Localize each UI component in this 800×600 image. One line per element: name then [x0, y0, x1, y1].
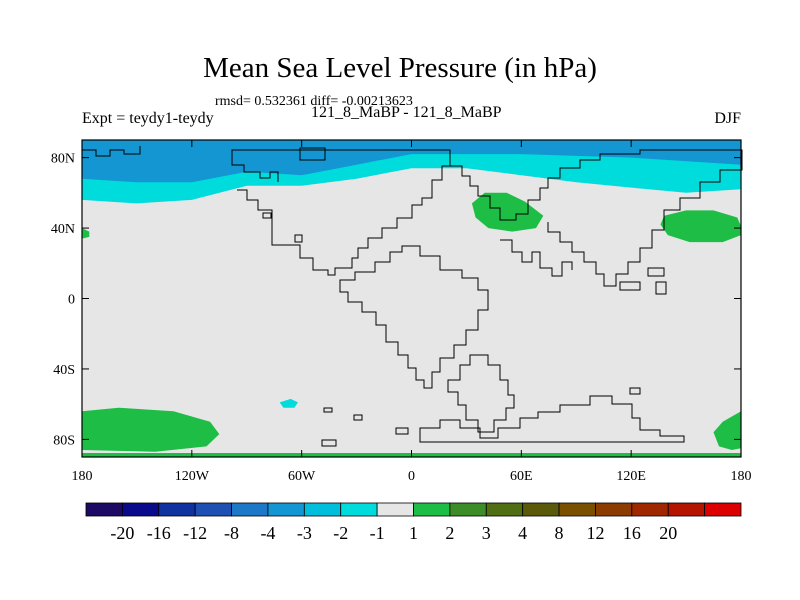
region-atlantic-edge-1-to-2: [82, 228, 90, 239]
map-layer: [82, 140, 741, 457]
experiment-label: Expt = teydy1-teydy: [82, 110, 214, 127]
region-antarctic-east-1-to-2: [713, 411, 741, 450]
region-antarctic-pacific-1-to-2: [82, 407, 220, 452]
coastline-africa: [447, 354, 515, 433]
colorbar-swatch: [522, 502, 560, 517]
colorbar-label: 1: [409, 523, 418, 543]
colorbar-label: 20: [659, 523, 677, 543]
comparison-label: 121_8_MaBP - 121_8_MaBP: [311, 104, 502, 121]
colorbar-swatch: [121, 502, 160, 517]
colorbar-swatch: [340, 502, 378, 517]
x-tick-label: 60E: [510, 469, 533, 484]
y-tick-label: 40N: [51, 222, 75, 237]
x-tick-label: 0: [408, 469, 415, 484]
colorbar-swatch: [485, 502, 524, 517]
coastline-australia: [419, 395, 685, 443]
colorbar-swatch: [631, 502, 669, 517]
colorbar-swatch: [194, 502, 232, 517]
colorbar-label: 16: [623, 523, 641, 543]
colorbar-swatch: [704, 502, 742, 517]
axis-ticks: 180 120W 60W 0 60E 120E 180 80N 40N 0 40S 80S: [51, 140, 752, 484]
colorbar-swatch: [158, 502, 196, 517]
x-tick-label: 120W: [175, 469, 210, 484]
coastline-maritime: [619, 267, 667, 295]
x-tick-label: 120E: [616, 469, 646, 484]
coastline-arabia-india: [500, 239, 573, 277]
region-arctic-core-minus-3-to-minus-2: [82, 140, 741, 183]
coastline-eurasia: [450, 149, 743, 287]
season-label: DJF: [714, 110, 741, 127]
region-southern-ocean-minus-2-to-minus-1: [279, 398, 298, 408]
x-tick-label: 180: [72, 469, 93, 484]
colorbar-label: -4: [260, 523, 275, 543]
colorbar-label: -12: [183, 523, 207, 543]
coastlines: [82, 146, 743, 447]
colorbar-swatch: [595, 502, 633, 517]
colorbar-label: 12: [586, 523, 604, 543]
colorbar-swatch: [558, 502, 596, 517]
y-tick-label: 40S: [53, 363, 75, 378]
region-north-pacific-high-1-to-2: [660, 210, 741, 243]
colorbar-swatch: [267, 502, 305, 517]
coastline-islands: [262, 212, 641, 447]
colorbar-swatch: [231, 502, 269, 517]
colorbar-swatch: [667, 502, 706, 517]
y-tick-label: 80N: [51, 152, 75, 167]
colorbar-label: -1: [370, 523, 385, 543]
colorbar-label: -2: [333, 523, 348, 543]
colorbar-label: 3: [482, 523, 491, 543]
colorbar-swatch: [303, 502, 342, 517]
colorbar-swatch: [413, 502, 451, 517]
chart-title: Mean Sea Level Pressure (in hPa): [203, 52, 597, 84]
colorbar-label: -8: [224, 523, 239, 543]
colorbar-label: -20: [110, 523, 134, 543]
colorbar: -20 -16 -12 -8 -4 -3 -2 -1 1 2 3 4 8 12 16 20: [85, 502, 742, 543]
stats-text: rmsd= 0.532361 diff= -0.00213623: [215, 94, 413, 109]
coastline-arctic-islands: [299, 147, 326, 161]
colorbar-label: 2: [445, 523, 454, 543]
colorbar-label: 8: [555, 523, 564, 543]
colorbar-label: 4: [518, 523, 527, 543]
x-tick-label: 180: [731, 469, 752, 484]
coastline-south-america: [339, 245, 489, 389]
coastline-arctic: [82, 146, 141, 157]
colorbar-swatch: [376, 502, 414, 517]
colorbar-label: -3: [297, 523, 312, 543]
y-tick-label: 0: [68, 293, 75, 308]
y-tick-label: 80S: [53, 433, 75, 448]
colorbar-label: -16: [147, 523, 171, 543]
colorbar-swatch: [449, 502, 487, 517]
coastline-north-america: [231, 149, 451, 276]
colorbar-swatch: [85, 502, 123, 517]
x-tick-label: 60W: [288, 469, 316, 484]
